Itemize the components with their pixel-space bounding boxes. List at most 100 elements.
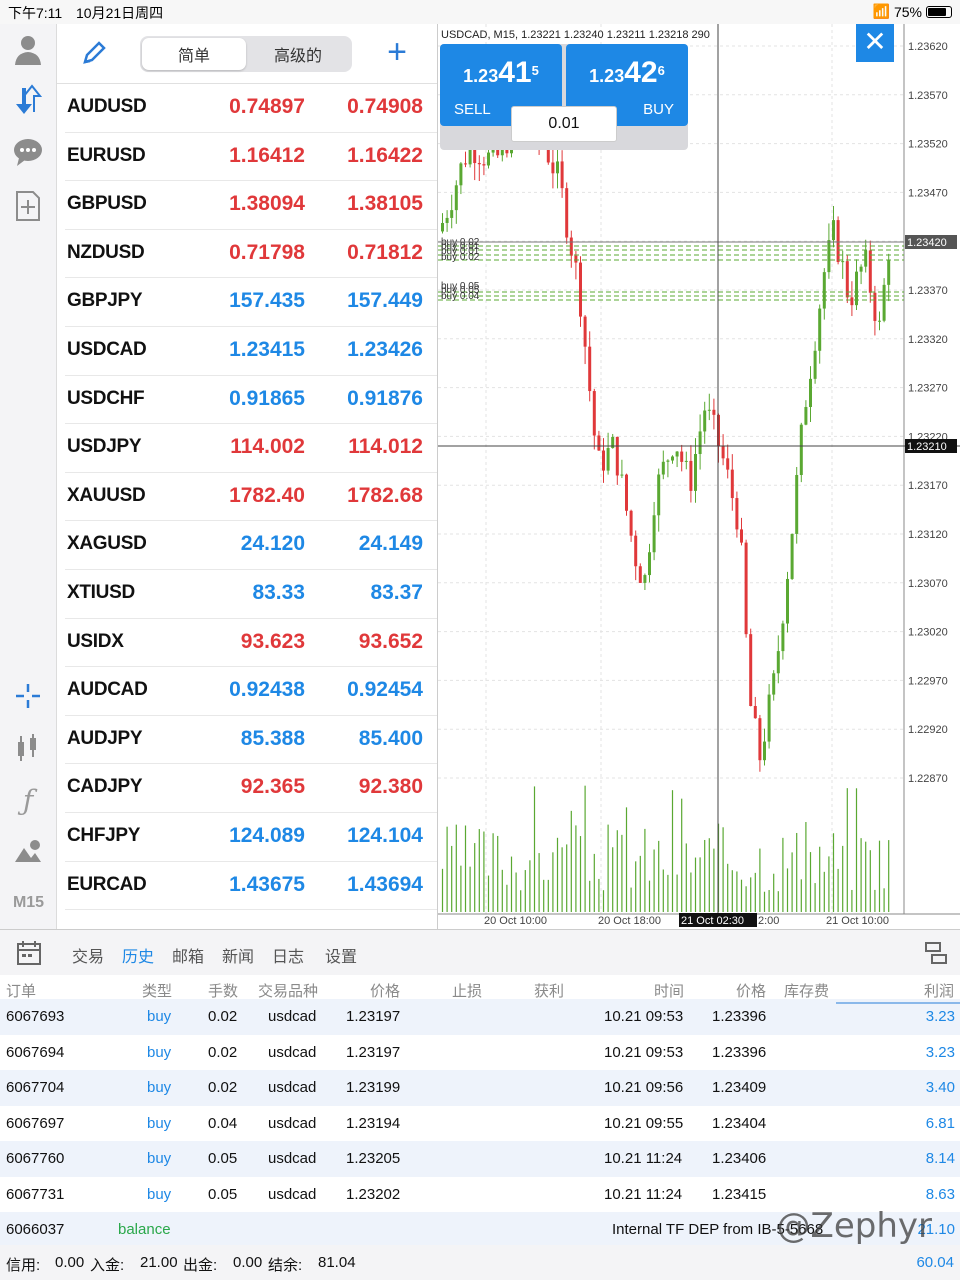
candle-body: [671, 456, 674, 461]
history-column-header[interactable]: 订单: [6, 983, 37, 1000]
price-axis-label: 1.23120: [908, 529, 948, 541]
candle-body: [579, 262, 582, 317]
balance-value: 81.04: [318, 1254, 356, 1271]
candle-body: [629, 510, 633, 536]
quote-symbol: EURCAD: [67, 873, 147, 895]
chart-area[interactable]: 1.23620 1.23570 1.23520 1.23470 1.23420 1.233…: [437, 24, 960, 929]
order-symbol: usdcad: [268, 1150, 317, 1167]
new-order-icon[interactable]: [8, 186, 48, 226]
crosshair-time-text: 21 Oct 02:30: [681, 915, 744, 927]
deposit-icon[interactable]: [8, 80, 48, 120]
quote-ask: 92.380: [358, 775, 423, 799]
indicator-icon[interactable]: [8, 728, 48, 768]
tab-settings[interactable]: 设置: [325, 949, 358, 966]
quote-ask: 83.37: [370, 580, 423, 604]
price-axis-label: 1.23020: [908, 627, 948, 639]
candle-body: [694, 454, 697, 491]
add-symbol-icon[interactable]: +: [387, 33, 407, 71]
history-row[interactable]: 6067694 buy 0.02 usdcad 1.23197 10.21 09:53 1.…: [0, 1035, 960, 1071]
order-label: buy 0.05: [441, 285, 480, 296]
pencil-icon[interactable]: [81, 40, 107, 66]
quote-row[interactable]: EURCAD 1.43675 1.43694: [65, 862, 437, 911]
tab-news[interactable]: 新闻: [222, 949, 255, 966]
crosshair-icon[interactable]: [8, 676, 48, 716]
layout-icon[interactable]: [924, 941, 948, 970]
tab-history[interactable]: 历史: [117, 937, 159, 973]
quote-row[interactable]: EURUSD 1.16412 1.16422: [65, 133, 437, 182]
candle-body: [832, 220, 835, 241]
history-row[interactable]: 6067731 buy 0.05 usdcad 1.23202 10.21 11:24 1.…: [0, 1177, 960, 1213]
candle-body: [758, 718, 762, 761]
candle-body: [859, 266, 863, 272]
segment-simple[interactable]: 简单: [142, 38, 246, 70]
close-chart-button[interactable]: ✕: [856, 24, 894, 62]
quote-row[interactable]: XTIUSD 83.33 83.37: [65, 570, 437, 619]
credit-value: 0.00: [55, 1254, 85, 1271]
quote-row[interactable]: USIDX 93.623 93.652: [65, 619, 437, 668]
account-icon[interactable]: [8, 30, 48, 70]
chart-header: USDCAD, M15, 1.23221 1.23240 1.23211 1.2…: [441, 29, 710, 41]
objects-icon[interactable]: [8, 832, 48, 872]
history-column-header[interactable]: 库存费: [784, 983, 830, 1000]
chat-icon[interactable]: [8, 132, 48, 172]
candle-body: [556, 161, 559, 174]
quote-row[interactable]: USDJPY 114.002 114.012: [65, 424, 437, 473]
history-row[interactable]: 6067693 buy 0.02 usdcad 1.23197 10.21 09:53 1.…: [0, 999, 960, 1035]
history-column-header[interactable]: 交易品种: [258, 983, 319, 1000]
quote-row[interactable]: AUDJPY 85.388 85.400: [65, 716, 437, 765]
quote-row[interactable]: USDCHF 0.91865 0.91876: [65, 376, 437, 425]
quote-row[interactable]: AUDUSD 0.74897 0.74908: [65, 84, 437, 133]
quote-symbol: CHFJPY: [67, 824, 141, 846]
function-icon[interactable]: ƒ: [22, 783, 34, 817]
history-column-header[interactable]: 价格: [736, 983, 767, 1000]
candlestick-chart[interactable]: 1.23620 1.23570 1.23520 1.23470 1.23420 1.233…: [438, 24, 960, 929]
order-id: 6067697: [6, 1114, 65, 1132]
quote-row[interactable]: XAGUSD 24.120 24.149: [65, 521, 437, 570]
quote-row[interactable]: AUDCAD 0.92438 0.92454: [65, 667, 437, 716]
candle-body: [454, 185, 458, 211]
deposit-value: 21.00: [140, 1254, 178, 1271]
sell-label: SELL: [454, 101, 491, 118]
history-row[interactable]: 6067704 buy 0.02 usdcad 1.23199 10.21 09:56 1.…: [0, 1070, 960, 1106]
quote-row[interactable]: CADJPY 92.365 92.380: [65, 764, 437, 813]
price-axis-label: 1.22870: [908, 773, 948, 785]
quote-row[interactable]: GBPJPY 157.435 157.449: [65, 278, 437, 327]
history-column-header[interactable]: 价格: [370, 983, 401, 1000]
quote-row[interactable]: NZDUSD 0.71798 0.71812: [65, 230, 437, 279]
account-summary: 信用: 0.00 入金: 21.00 出金: 0.00 结余: 81.04 60…: [0, 1245, 960, 1280]
close-price: 1.23406: [712, 1150, 767, 1167]
candle-body: [799, 424, 803, 475]
history-column-header[interactable]: 时间: [654, 983, 685, 1000]
history-column-header[interactable]: 类型: [142, 983, 173, 1000]
history-column-header[interactable]: 利润: [924, 983, 955, 1000]
calendar-icon[interactable]: [16, 940, 42, 971]
tab-journal[interactable]: 日志: [272, 949, 305, 966]
quote-row[interactable]: CHFJPY 124.089 124.104: [65, 813, 437, 862]
status-bar: 下午7:11 10月21日周四 📶 75%: [0, 0, 960, 24]
history-column-header[interactable]: 止损: [452, 983, 483, 1000]
lot-size-input[interactable]: 0.01: [511, 106, 617, 142]
price-axis-label: 1.23170: [908, 480, 948, 492]
quote-row[interactable]: XAUUSD 1782.40 1782.68: [65, 473, 437, 522]
segment-advanced[interactable]: 高级的: [273, 48, 322, 65]
close-time: 10.21 09:53: [604, 1008, 684, 1025]
quote-symbol: USDCHF: [67, 387, 145, 409]
tab-mailbox[interactable]: 邮箱: [172, 949, 205, 966]
timeframe-label[interactable]: M15: [12, 894, 45, 911]
price-axis-label: 1.23370: [908, 285, 948, 297]
quote-row[interactable]: USDCAD 1.23415 1.23426: [65, 327, 437, 376]
history-row-balance[interactable]: 6066037 balance Internal TF DEP from IB-5-…: [0, 1212, 960, 1248]
quote-bid: 1.38094: [229, 192, 305, 216]
tab-trade[interactable]: 交易: [72, 949, 105, 966]
quote-symbol: USIDX: [67, 630, 124, 652]
candle-body: [583, 316, 587, 347]
quote-bid: 1.43675: [229, 872, 305, 896]
history-row[interactable]: 6067697 buy 0.04 usdcad 1.23194 10.21 09:55 1.…: [0, 1106, 960, 1142]
history-row[interactable]: 6067760 buy 0.05 usdcad 1.23205 10.21 11:24 1.…: [0, 1141, 960, 1177]
candle-body: [625, 474, 628, 511]
history-column-header[interactable]: 获利: [534, 983, 565, 1000]
history-column-header[interactable]: 手数: [208, 983, 239, 1000]
quote-row[interactable]: GBPUSD 1.38094 1.38105: [65, 181, 437, 230]
view-mode-segment: 简单 高级的: [140, 36, 352, 72]
candle-body: [680, 451, 684, 462]
